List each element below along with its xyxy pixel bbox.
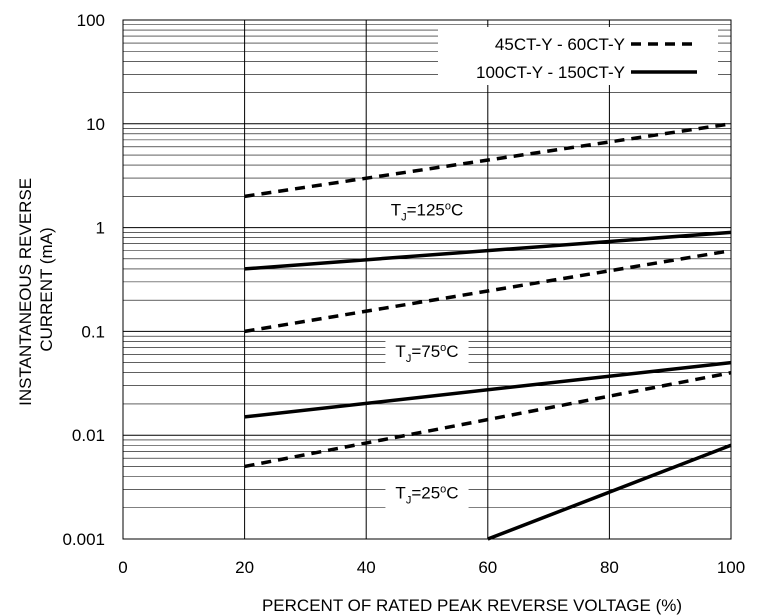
legend-row-dashed: 45CT-Y - 60CT-Y: [495, 35, 697, 54]
tj-label-part: o: [440, 342, 446, 354]
tj-label-part: C: [446, 342, 458, 361]
y-axis-title: INSTANTANEOUS REVERSE CURRENT (mA): [16, 173, 56, 406]
tj-label-part: T: [395, 342, 405, 361]
tj-label-part: T: [391, 200, 401, 219]
y-tick-label: 0.1: [81, 322, 105, 341]
y-tick-label: 1: [96, 219, 105, 238]
series-line-solid-tj25: [487, 443, 732, 541]
grid-lines: [123, 20, 731, 539]
tj-label-bg: [380, 198, 474, 226]
series-line-dashed-tj25: [244, 370, 732, 469]
x-tick-label: 0: [118, 558, 127, 577]
tj-label-part: C: [446, 484, 458, 503]
y-tick-label: 0.01: [72, 426, 105, 445]
x-tick-label: 60: [478, 558, 497, 577]
y-tick-label: 10: [86, 115, 105, 134]
series-line-solid-tj75: [244, 360, 732, 419]
tj-label-part: =125: [407, 200, 445, 219]
tj-label-part: T: [395, 484, 405, 503]
x-tick-label: 80: [600, 558, 619, 577]
legend-bg: [438, 27, 718, 85]
series-line-solid-tj125: [244, 230, 732, 271]
series-lines: [244, 122, 732, 541]
legend: 45CT-Y - 60CT-Y 100CT-Y - 150CT-Y: [438, 27, 718, 85]
y-tick-label: 0.001: [62, 530, 105, 549]
tj-label-part: =75: [411, 342, 440, 361]
plot-frame: [122, 19, 732, 540]
tj-label-text: TJ=25oC: [395, 484, 458, 507]
tj-label-part: J: [406, 495, 412, 507]
x-tick-label: 100: [717, 558, 745, 577]
tj-label-text: TJ=125oC: [391, 200, 464, 223]
x-tick-label: 20: [235, 558, 254, 577]
tj-label-part: J: [401, 211, 407, 223]
tj-label-part: o: [445, 200, 451, 212]
tj-label-75: TJ=75oC: [385, 339, 469, 367]
tj-label-part: =25: [411, 484, 440, 503]
legend-label: 45CT-Y - 60CT-Y: [495, 35, 625, 54]
tj-label-125: TJ=125oC: [380, 198, 474, 226]
x-axis-title: PERCENT OF RATED PEAK REVERSE VOLTAGE (%…: [262, 596, 682, 615]
legend-label: 100CT-Y - 150CT-Y: [476, 63, 625, 82]
tj-label-part: o: [440, 484, 446, 496]
series-line-dashed-tj75: [244, 248, 732, 334]
tj-label-part: J: [406, 353, 412, 365]
y-axis-title-line-2: CURRENT (mA): [37, 227, 56, 351]
y-tick-label: 100: [77, 11, 105, 30]
tj-label-part: C: [451, 200, 463, 219]
tj-label-text: TJ=75oC: [395, 342, 458, 365]
series-line-dashed-tj125: [244, 122, 732, 199]
legend-row-solid: 100CT-Y - 150CT-Y: [476, 63, 697, 82]
tj-label-bg: [385, 339, 469, 367]
y-axis-title-line-1: INSTANTANEOUS REVERSE: [16, 178, 35, 406]
tj-label-25: TJ=25oC: [385, 481, 469, 509]
tick-labels: 0 20 40 60 80 100 0.001 0.01 0.1 1 10 100: [62, 11, 745, 577]
x-tick-label: 40: [357, 558, 376, 577]
tj-label-bg: [385, 481, 469, 509]
